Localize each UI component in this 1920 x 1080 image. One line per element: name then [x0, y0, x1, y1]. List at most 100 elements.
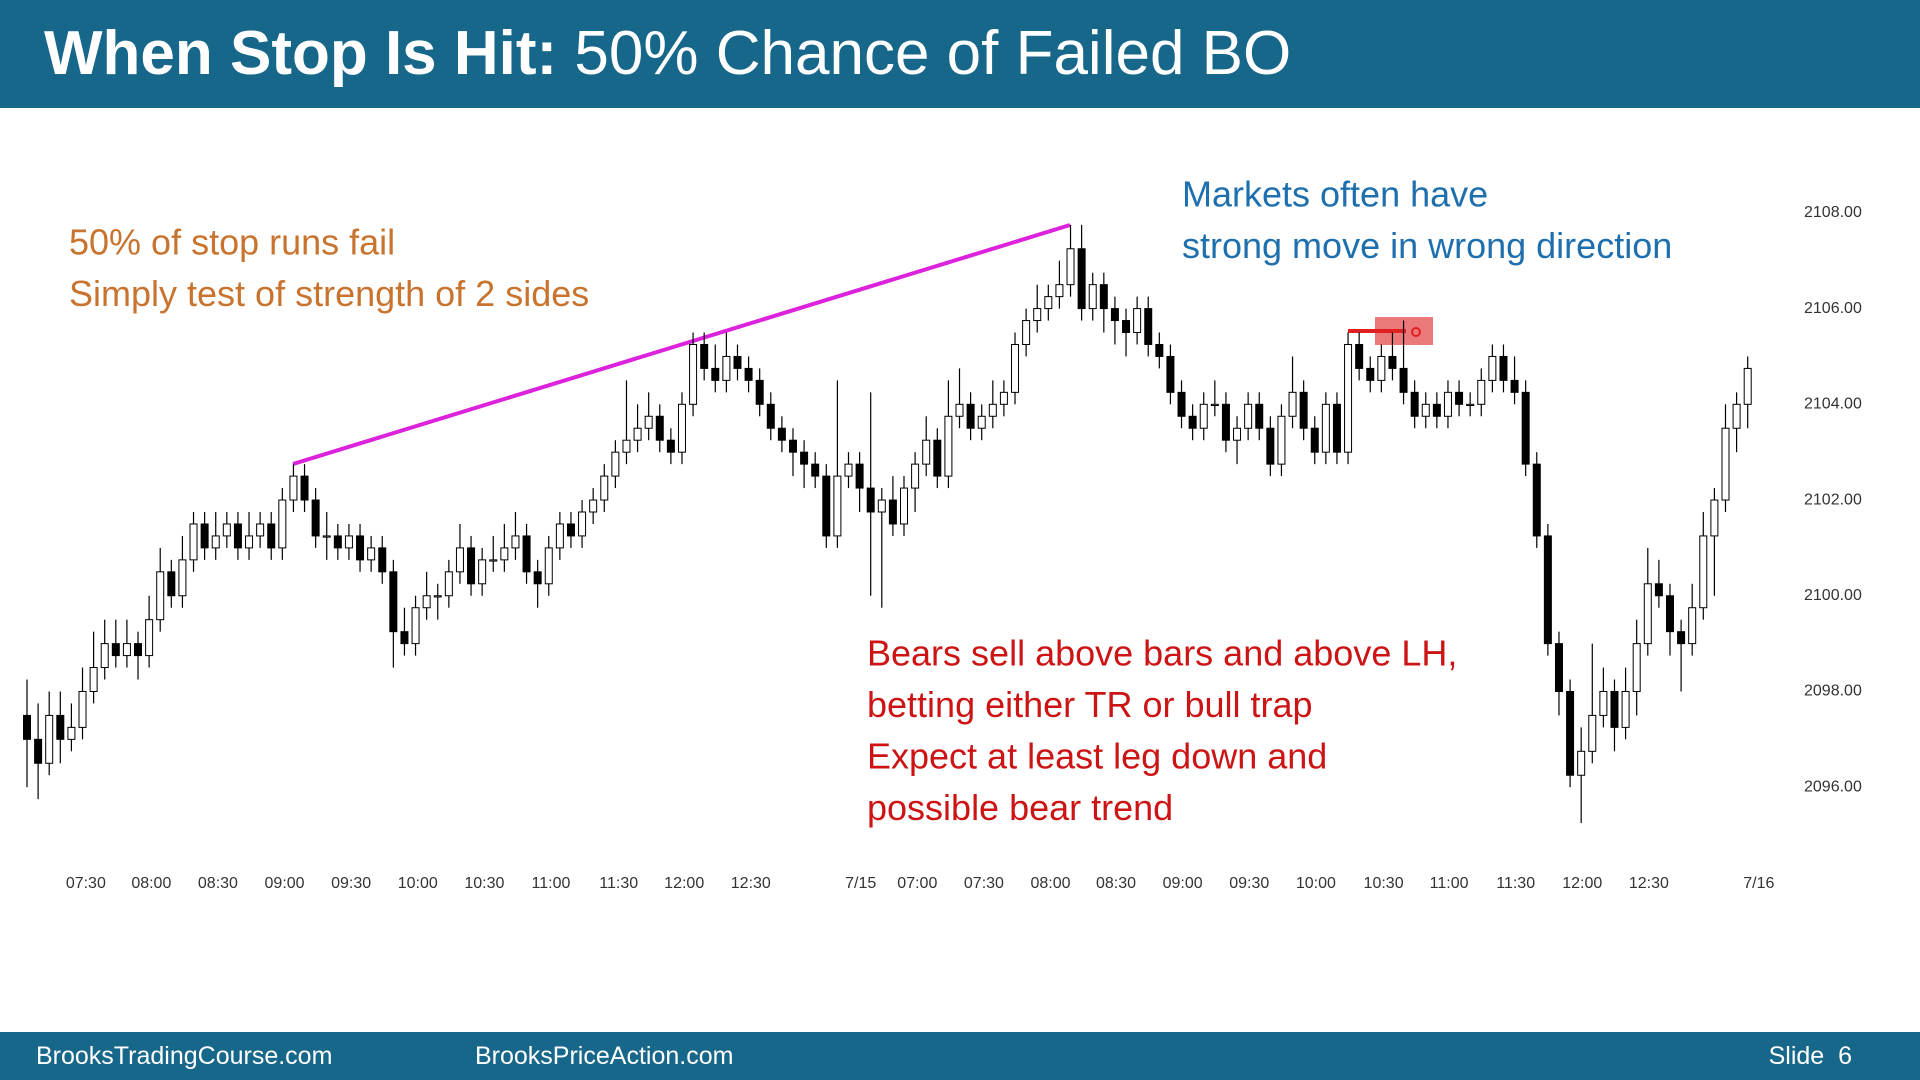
candle-body [922, 439, 931, 465]
candle-body [500, 547, 509, 561]
candle-body [833, 475, 842, 537]
footer-site: BrooksTradingCourse.com [36, 1042, 333, 1070]
candle-body [700, 343, 709, 369]
candle-body [988, 403, 997, 417]
candle-body [1577, 750, 1586, 776]
candle-body [955, 403, 964, 417]
x-tick-label: 08:00 [1031, 875, 1071, 892]
candle-body [1066, 248, 1075, 286]
candle-body [1399, 367, 1408, 393]
candle-body [1344, 343, 1353, 453]
header: When Stop Is Hit: 50% Chance of Failed B… [0, 0, 1920, 108]
candle-body [245, 535, 254, 549]
candle-body [1743, 367, 1752, 405]
chart: 50% of stop runs fail Simply test of stre… [23, 174, 1862, 892]
candle-body [877, 499, 886, 513]
candle-body [300, 475, 309, 501]
y-tick-label: 2106.00 [1804, 300, 1862, 317]
candle-body [977, 415, 986, 429]
annotation: possible bear trend [867, 787, 1173, 828]
candle-body [1177, 391, 1186, 417]
candle-body [1266, 427, 1275, 465]
x-tick-label: 10:30 [1364, 875, 1404, 892]
candle-body [478, 559, 487, 585]
annotation: strong move in wrong direction [1182, 225, 1672, 266]
x-tick-label: 12:00 [664, 875, 704, 892]
annotation: 50% of stop runs fail [69, 222, 395, 263]
candle-body [544, 547, 553, 585]
candle-body [1099, 284, 1108, 310]
candle-body [34, 738, 43, 764]
candle-body [744, 367, 753, 381]
candle-body [1665, 595, 1674, 633]
candle-body [1654, 583, 1663, 597]
candle-body [800, 451, 809, 465]
candle-body [122, 643, 131, 657]
candle-body [400, 631, 409, 645]
candle-body [200, 523, 209, 549]
candle-body [178, 559, 187, 597]
title: When Stop Is Hit: 50% Chance of Failed B… [44, 18, 1291, 89]
candle-body [1732, 403, 1741, 429]
slide-number: Slide 6 [1768, 1042, 1852, 1070]
candle-body [1632, 643, 1641, 692]
x-tick-label: 11:00 [1430, 875, 1469, 892]
candle-body [256, 523, 265, 537]
candle-body [944, 415, 953, 477]
candle-body [1443, 391, 1452, 417]
candle-body [999, 391, 1008, 405]
candle-body [1466, 403, 1475, 407]
candle-body [1088, 284, 1097, 310]
candle-body [677, 403, 686, 453]
candle-body [1477, 379, 1486, 405]
candle-body [788, 439, 797, 453]
candle-body [611, 451, 620, 477]
candle-body [1055, 284, 1064, 298]
candle-body [766, 403, 775, 429]
candle-body [811, 463, 820, 477]
candle-body [1033, 308, 1042, 322]
x-tick-label: 12:30 [731, 875, 771, 892]
candle-body [233, 523, 242, 549]
candle-body [189, 523, 198, 561]
candle-body [134, 643, 143, 657]
y-tick-label: 2096.00 [1804, 778, 1862, 795]
candle-body [711, 367, 720, 381]
x-tick-label: 09:30 [331, 875, 371, 892]
footer-site: BrooksPriceAction.com [475, 1042, 734, 1070]
candle-body [23, 714, 32, 740]
x-tick-label: 11:00 [532, 875, 571, 892]
candle-body [1011, 343, 1020, 393]
candle-body [966, 403, 975, 429]
candle-body [45, 714, 54, 764]
candle-body [511, 535, 520, 549]
candle-body [722, 355, 731, 381]
candle-body [666, 439, 675, 453]
x-tick-label: 09:30 [1229, 875, 1269, 892]
candle-body [1321, 403, 1330, 453]
candle-body [100, 643, 109, 669]
candle-body [467, 547, 476, 585]
candle-body [1499, 355, 1508, 381]
candle-body [600, 475, 609, 501]
x-tick-label: 08:30 [198, 875, 238, 892]
candle-body [1554, 643, 1563, 692]
candle-body [455, 547, 464, 573]
annotations: 50% of stop runs fail Simply test of stre… [69, 174, 1672, 829]
candle-body [1488, 355, 1497, 381]
candle-body [1366, 367, 1375, 381]
candle-body [1355, 343, 1364, 369]
candle-body [1388, 355, 1397, 369]
candle-body [1721, 427, 1730, 501]
candle-body [1221, 403, 1230, 441]
candle-body [933, 439, 942, 477]
x-tick-label: 08:00 [131, 875, 171, 892]
candle-body [1299, 391, 1308, 429]
candle-body [1122, 320, 1131, 334]
annotation: Bears sell above bars and above LH, [867, 633, 1457, 674]
candle-body [1588, 714, 1597, 752]
candle-body [911, 463, 920, 489]
candle-body [755, 379, 764, 405]
candle-body [888, 499, 897, 525]
